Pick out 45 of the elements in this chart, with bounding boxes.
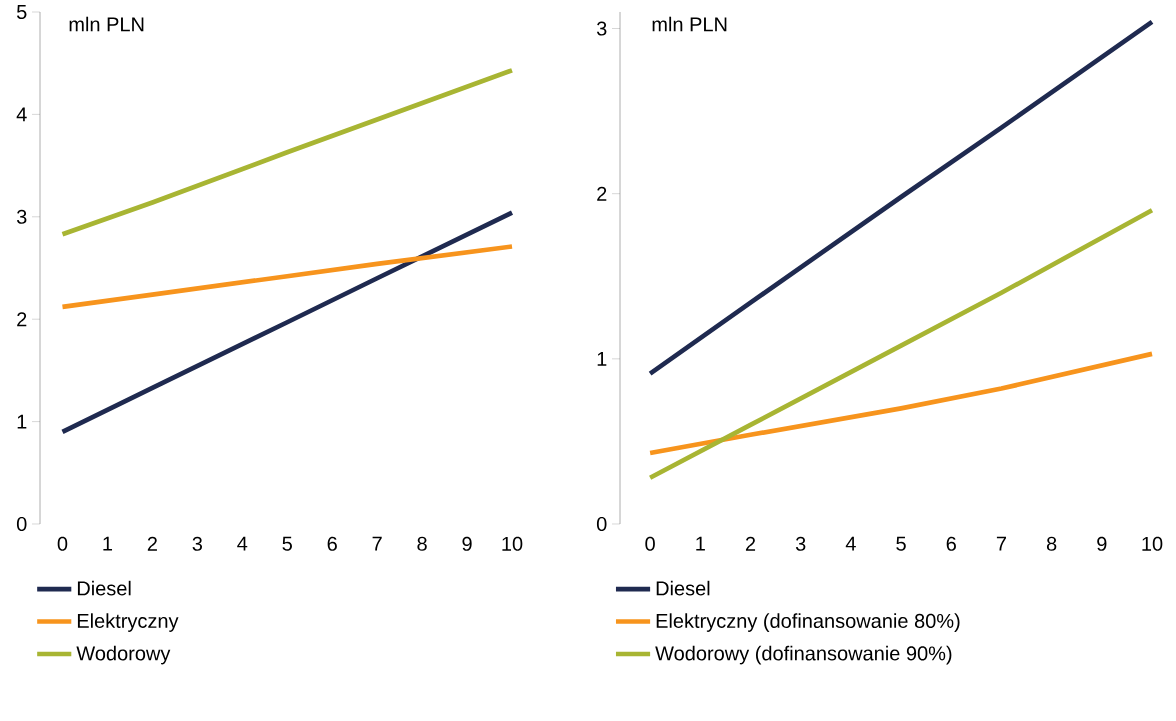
x-tick-label: 6 (327, 536, 337, 551)
y-tick-label: 1 (17, 414, 27, 429)
y-axis-title: mln PLN (652, 16, 727, 32)
y-tick-label: 1 (597, 351, 607, 366)
x-tick-label: 8 (417, 536, 427, 551)
x-tick-label: 0 (645, 536, 655, 551)
legend-label: Diesel (77, 580, 131, 596)
line-series (647, 351, 1155, 456)
y-tick-label: 3 (596, 21, 607, 36)
x-tick-label: 4 (845, 536, 856, 551)
x-tick-label: 0 (57, 536, 68, 551)
legend-label: Elektryczny (dofinansowanie 80%) (656, 613, 960, 632)
x-tick-label: 5 (896, 536, 906, 551)
x-tick-label: 10 (502, 536, 523, 551)
y-tick-label: 3 (16, 209, 27, 224)
line-series (60, 210, 515, 435)
legend-label: Diesel (656, 580, 710, 596)
line-series (647, 207, 1155, 480)
x-tick-label: 2 (147, 536, 157, 551)
y-tick-label: 0 (596, 516, 607, 531)
line-series (60, 67, 515, 237)
x-tick-label: 9 (462, 536, 472, 551)
legend-label: Elektryczny (77, 613, 179, 632)
x-tick-label: 3 (192, 536, 203, 551)
x-tick-label: 10 (1142, 536, 1163, 551)
x-tick-label: 6 (946, 536, 956, 551)
y-tick-label: 5 (16, 4, 27, 19)
x-tick-label: 2 (745, 536, 756, 551)
y-tick-label: 4 (16, 107, 27, 122)
line-series (60, 244, 515, 310)
x-tick-label: 9 (1097, 536, 1107, 551)
y-tick-label: 2 (17, 312, 27, 327)
x-tick-label: 7 (996, 536, 1007, 551)
x-tick-label: 3 (795, 536, 806, 551)
y-tick-label: 0 (16, 516, 27, 531)
y-tick-label: 2 (597, 186, 607, 201)
legend-label: Wodorowy (76, 645, 171, 665)
x-tick-label: 7 (372, 536, 382, 551)
legend-label: Wodorowy (dofinansowanie 90%) (655, 645, 952, 665)
y-axis-title: mln PLN (69, 16, 144, 32)
x-tick-label: 1 (103, 536, 113, 551)
x-tick-label: 1 (696, 536, 705, 551)
x-tick-label: 4 (237, 536, 248, 551)
x-tick-label: 8 (1046, 536, 1057, 551)
x-tick-label: 5 (282, 536, 292, 551)
